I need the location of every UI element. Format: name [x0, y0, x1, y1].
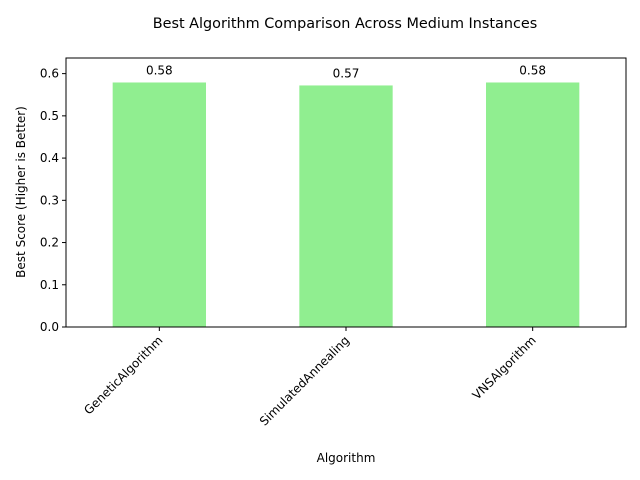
y-tick-label: 0.2 — [40, 236, 59, 250]
x-tick-label: GeneticAlgorithm — [81, 333, 165, 417]
x-axis-label: Algorithm — [317, 451, 376, 465]
y-axis: 0.0 0.1 0.2 0.3 0.4 0.5 0.6 — [40, 67, 66, 334]
x-axis: GeneticAlgorithm SimulatedAnnealing VNSAlg… — [81, 327, 539, 428]
bar-value-label: 0.57 — [333, 66, 360, 80]
bar-value-label: 0.58 — [519, 63, 546, 77]
bar — [112, 82, 206, 327]
y-tick-label: 0.1 — [40, 278, 59, 292]
plot-frame — [65, 57, 627, 328]
bars — [112, 82, 580, 328]
x-tick-label: VNSAlgorithm — [470, 333, 539, 402]
bar — [486, 82, 580, 327]
bar-value-label: 0.58 — [146, 63, 173, 77]
y-tick-label: 0.0 — [40, 320, 59, 334]
y-tick-label: 0.6 — [40, 67, 59, 81]
y-tick-label: 0.4 — [40, 151, 59, 165]
bar-value-labels: 0.58 0.57 0.58 — [146, 63, 546, 80]
y-tick-label: 0.3 — [40, 193, 59, 207]
chart-title: Best Algorithm Comparison Across Medium … — [153, 16, 538, 32]
y-axis-label: Best Score (Higher is Better) — [14, 106, 28, 278]
x-tick-label: SimulatedAnnealing — [257, 333, 352, 428]
y-tick-label: 0.5 — [40, 109, 59, 123]
bar — [299, 85, 393, 328]
